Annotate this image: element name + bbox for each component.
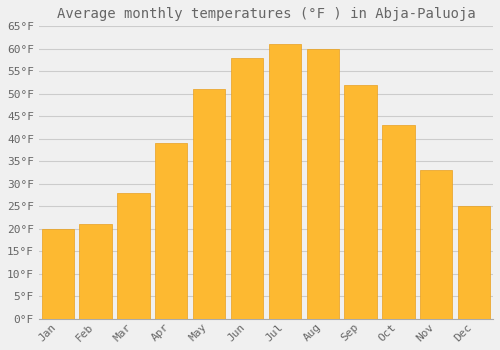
Bar (155, 143, 188, 319)
Bar (306, 49, 339, 319)
Bar (118, 193, 150, 319)
Bar (420, 170, 452, 319)
Bar (231, 58, 263, 319)
Bar (458, 206, 490, 319)
Bar (42, 229, 74, 319)
Bar (382, 125, 414, 319)
Bar (344, 85, 376, 319)
Title: Average monthly temperatures (°F ) in Abja-Paluoja: Average monthly temperatures (°F ) in Ab… (56, 7, 476, 21)
Bar (193, 89, 225, 319)
Bar (80, 224, 112, 319)
Bar (269, 44, 301, 319)
